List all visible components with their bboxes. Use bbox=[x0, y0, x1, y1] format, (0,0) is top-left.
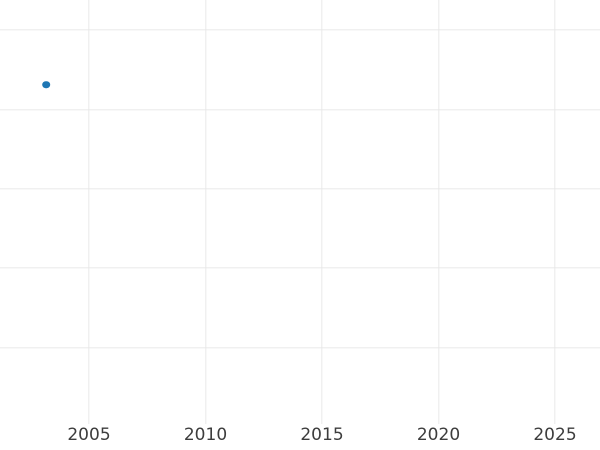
v-gridline bbox=[554, 0, 556, 424]
v-gridline bbox=[437, 0, 440, 424]
h-gridline bbox=[0, 346, 600, 349]
v-gridline bbox=[321, 0, 323, 424]
h-gridline bbox=[0, 267, 600, 269]
x-tick-label: 2010 bbox=[183, 425, 228, 445]
x-tick-label: 2005 bbox=[67, 425, 111, 445]
data-point bbox=[42, 80, 50, 89]
h-gridline bbox=[0, 29, 600, 31]
v-gridline bbox=[204, 0, 207, 424]
x-tick-label: 2020 bbox=[416, 425, 461, 445]
h-gridline bbox=[0, 187, 600, 190]
x-tick-label: 2025 bbox=[533, 425, 577, 445]
x-tick-label: 2015 bbox=[300, 425, 344, 445]
v-gridline bbox=[88, 0, 90, 424]
h-gridline bbox=[0, 108, 600, 111]
